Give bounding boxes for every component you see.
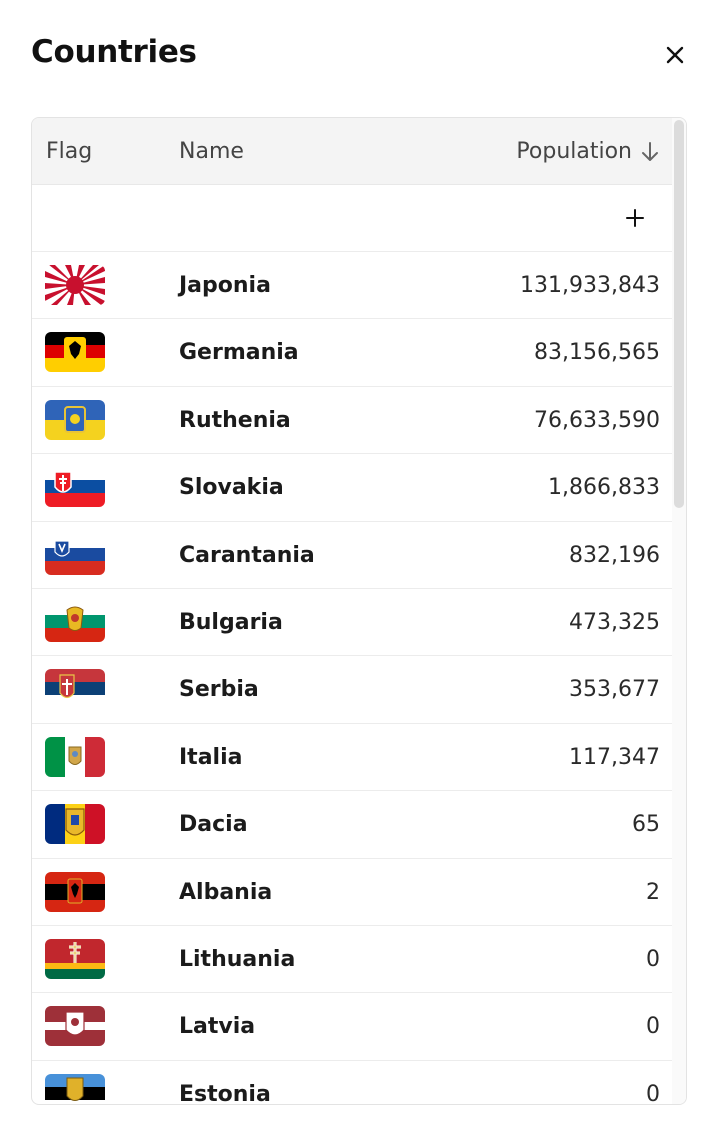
country-name: Lithuania <box>179 946 296 972</box>
column-header-population-label: Population <box>516 139 632 164</box>
flag-bulgaria <box>45 601 105 642</box>
country-population: 65 <box>632 812 660 838</box>
column-header-flag[interactable]: Flag <box>46 139 93 164</box>
flag-slovakia <box>45 467 105 508</box>
column-header-population[interactable]: Population <box>516 118 660 185</box>
country-population: 2 <box>646 879 660 905</box>
country-name: Slovakia <box>179 475 284 501</box>
flag-serbia <box>45 669 105 710</box>
table-row[interactable]: Japonia 131,933,843 <box>32 252 674 320</box>
arrow-down-icon <box>642 141 658 161</box>
country-population: 0 <box>646 946 660 972</box>
table-row[interactable]: Germania 83,156,565 <box>32 319 674 387</box>
table-row[interactable]: Dacia 65 <box>32 791 674 859</box>
country-population: 117,347 <box>569 744 660 770</box>
column-header-name[interactable]: Name <box>179 139 244 164</box>
flag-lithuania <box>45 938 105 979</box>
country-name: Estonia <box>179 1081 271 1105</box>
table-row[interactable]: Carantania 832,196 <box>32 522 674 589</box>
country-population: 76,633,590 <box>534 407 660 433</box>
table-row[interactable]: Lithuania 0 <box>32 926 674 994</box>
add-country-button[interactable] <box>618 201 652 235</box>
table-row[interactable]: Italia 117,347 <box>32 724 674 792</box>
country-population: 832,196 <box>569 542 660 568</box>
flag-japonia <box>45 265 105 305</box>
countries-table: Flag Name Population <box>31 117 687 1105</box>
table-row[interactable]: Latvia 0 <box>32 993 674 1061</box>
add-row <box>32 185 674 252</box>
country-name: Serbia <box>179 677 259 703</box>
flag-albania <box>45 871 105 912</box>
flag-latvia <box>45 1006 105 1047</box>
country-population: 0 <box>646 1081 660 1105</box>
table-row[interactable]: Estonia 0 <box>32 1061 674 1105</box>
flag-ruthenia <box>45 399 105 440</box>
table-row[interactable]: Serbia 353,677 <box>32 656 674 724</box>
flag-dacia <box>45 804 105 845</box>
close-button[interactable] <box>660 40 690 70</box>
flag-carantania <box>45 534 105 575</box>
close-icon <box>666 46 684 64</box>
country-name: Italia <box>179 744 243 770</box>
table-scrollbar[interactable] <box>672 118 686 1104</box>
table-row[interactable]: Bulgaria 473,325 <box>32 589 674 657</box>
country-population: 0 <box>646 1014 660 1040</box>
table-row[interactable]: Slovakia 1,866,833 <box>32 454 674 522</box>
country-name: Dacia <box>179 812 248 838</box>
plus-icon <box>626 209 644 227</box>
flag-germania <box>45 332 105 373</box>
table-body: Japonia 131,933,843 Germania 83,156,565 <box>32 252 674 1105</box>
country-name: Japonia <box>179 273 271 298</box>
country-name: Germania <box>179 340 299 366</box>
country-name: Ruthenia <box>179 407 291 433</box>
table-row[interactable]: Ruthenia 76,633,590 <box>32 387 674 455</box>
flag-estonia <box>45 1073 105 1104</box>
country-population: 83,156,565 <box>534 340 660 366</box>
country-population: 131,933,843 <box>520 273 660 298</box>
country-population: 473,325 <box>569 609 660 635</box>
table-header: Flag Name Population <box>32 118 674 185</box>
scrollbar-thumb[interactable] <box>674 120 684 508</box>
table-row[interactable]: Albania 2 <box>32 859 674 926</box>
country-name: Latvia <box>179 1014 256 1040</box>
country-name: Carantania <box>179 542 315 568</box>
panel-title: Countries <box>31 34 197 70</box>
country-population: 353,677 <box>569 677 660 703</box>
country-name: Albania <box>179 879 273 905</box>
country-name: Bulgaria <box>179 609 283 635</box>
country-population: 1,866,833 <box>548 475 660 501</box>
flag-italia <box>45 736 105 777</box>
